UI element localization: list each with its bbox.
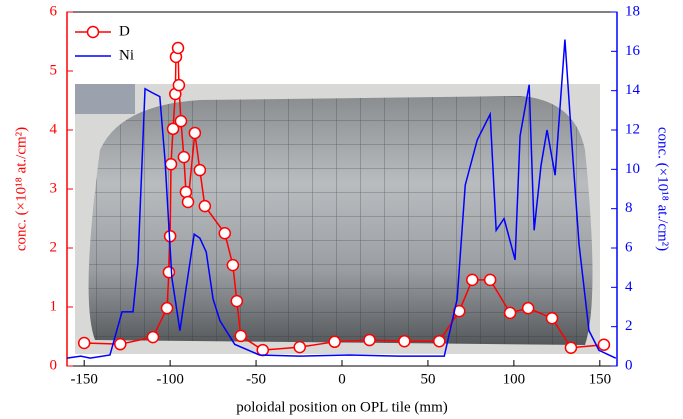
data-point [164,157,178,171]
x-axis-label: poloidal position on OPL tile (mm) [236,399,448,415]
data-point [328,335,341,349]
y2-tick-label: 8 [625,200,633,216]
y-tick-label: 6 [50,3,58,19]
y-tick-label: 3 [50,180,58,196]
x-tick-label: -100 [156,371,184,387]
data-point [545,311,559,325]
data-point [77,336,91,350]
data-point [172,78,186,92]
data-point [174,114,188,128]
data-point [166,122,180,136]
y2-tick-label: 0 [625,357,633,373]
x-tick-label: -150 [70,371,98,387]
data-point [162,265,176,279]
data-point [198,199,212,213]
data-point [483,273,497,287]
y2-tick-label: 4 [625,279,633,295]
data-point [564,341,578,354]
y-tick-label: 1 [50,298,58,314]
y2-tick-label: 10 [625,161,640,177]
y-axis-label: conc. (×10¹⁸ at./cm²) [13,127,29,251]
legend-marker [86,25,100,39]
y-tick-label: 2 [50,239,58,255]
y2-tick-label: 2 [625,318,633,334]
series-line [66,39,617,359]
legend-label: Ni [119,47,134,63]
x-tick-label: -50 [246,371,266,387]
y2-tick-label: 16 [625,43,641,59]
data-point [398,334,411,348]
y-tick-label: 5 [50,62,58,78]
data-point [466,273,479,287]
y2-tick-label: 14 [625,82,641,98]
data-point [181,195,195,209]
x-tick-label: 150 [589,371,612,387]
data-point [597,338,611,352]
y-tick-label: 0 [50,357,58,373]
data-point [293,340,306,354]
data-point [226,258,240,272]
data-point [363,333,376,347]
data-point [179,185,193,199]
x-tick-label: 50 [420,371,435,387]
data-point [433,334,446,348]
y2-tick-label: 6 [625,239,633,255]
data-point [230,294,244,308]
data-point [114,337,127,351]
data-point [188,126,202,140]
x-tick-label: 0 [338,371,346,387]
legend-label: D [119,23,130,39]
x-tick-label: 100 [503,371,526,387]
data-point [234,329,248,343]
data-point [503,306,517,320]
data-point [171,41,185,55]
data-point [160,301,174,315]
y-tick-label: 4 [50,121,58,137]
y2-axis-label: conc. (×10¹⁸ at./cm²) [655,127,671,251]
data-point [193,163,207,177]
y2-tick-label: 12 [625,121,640,137]
photo-background [75,84,600,354]
data-point [146,330,160,344]
y2-tick-label: 18 [625,3,640,19]
data-point [218,227,232,240]
data-point [521,301,535,315]
data-point [177,150,191,164]
